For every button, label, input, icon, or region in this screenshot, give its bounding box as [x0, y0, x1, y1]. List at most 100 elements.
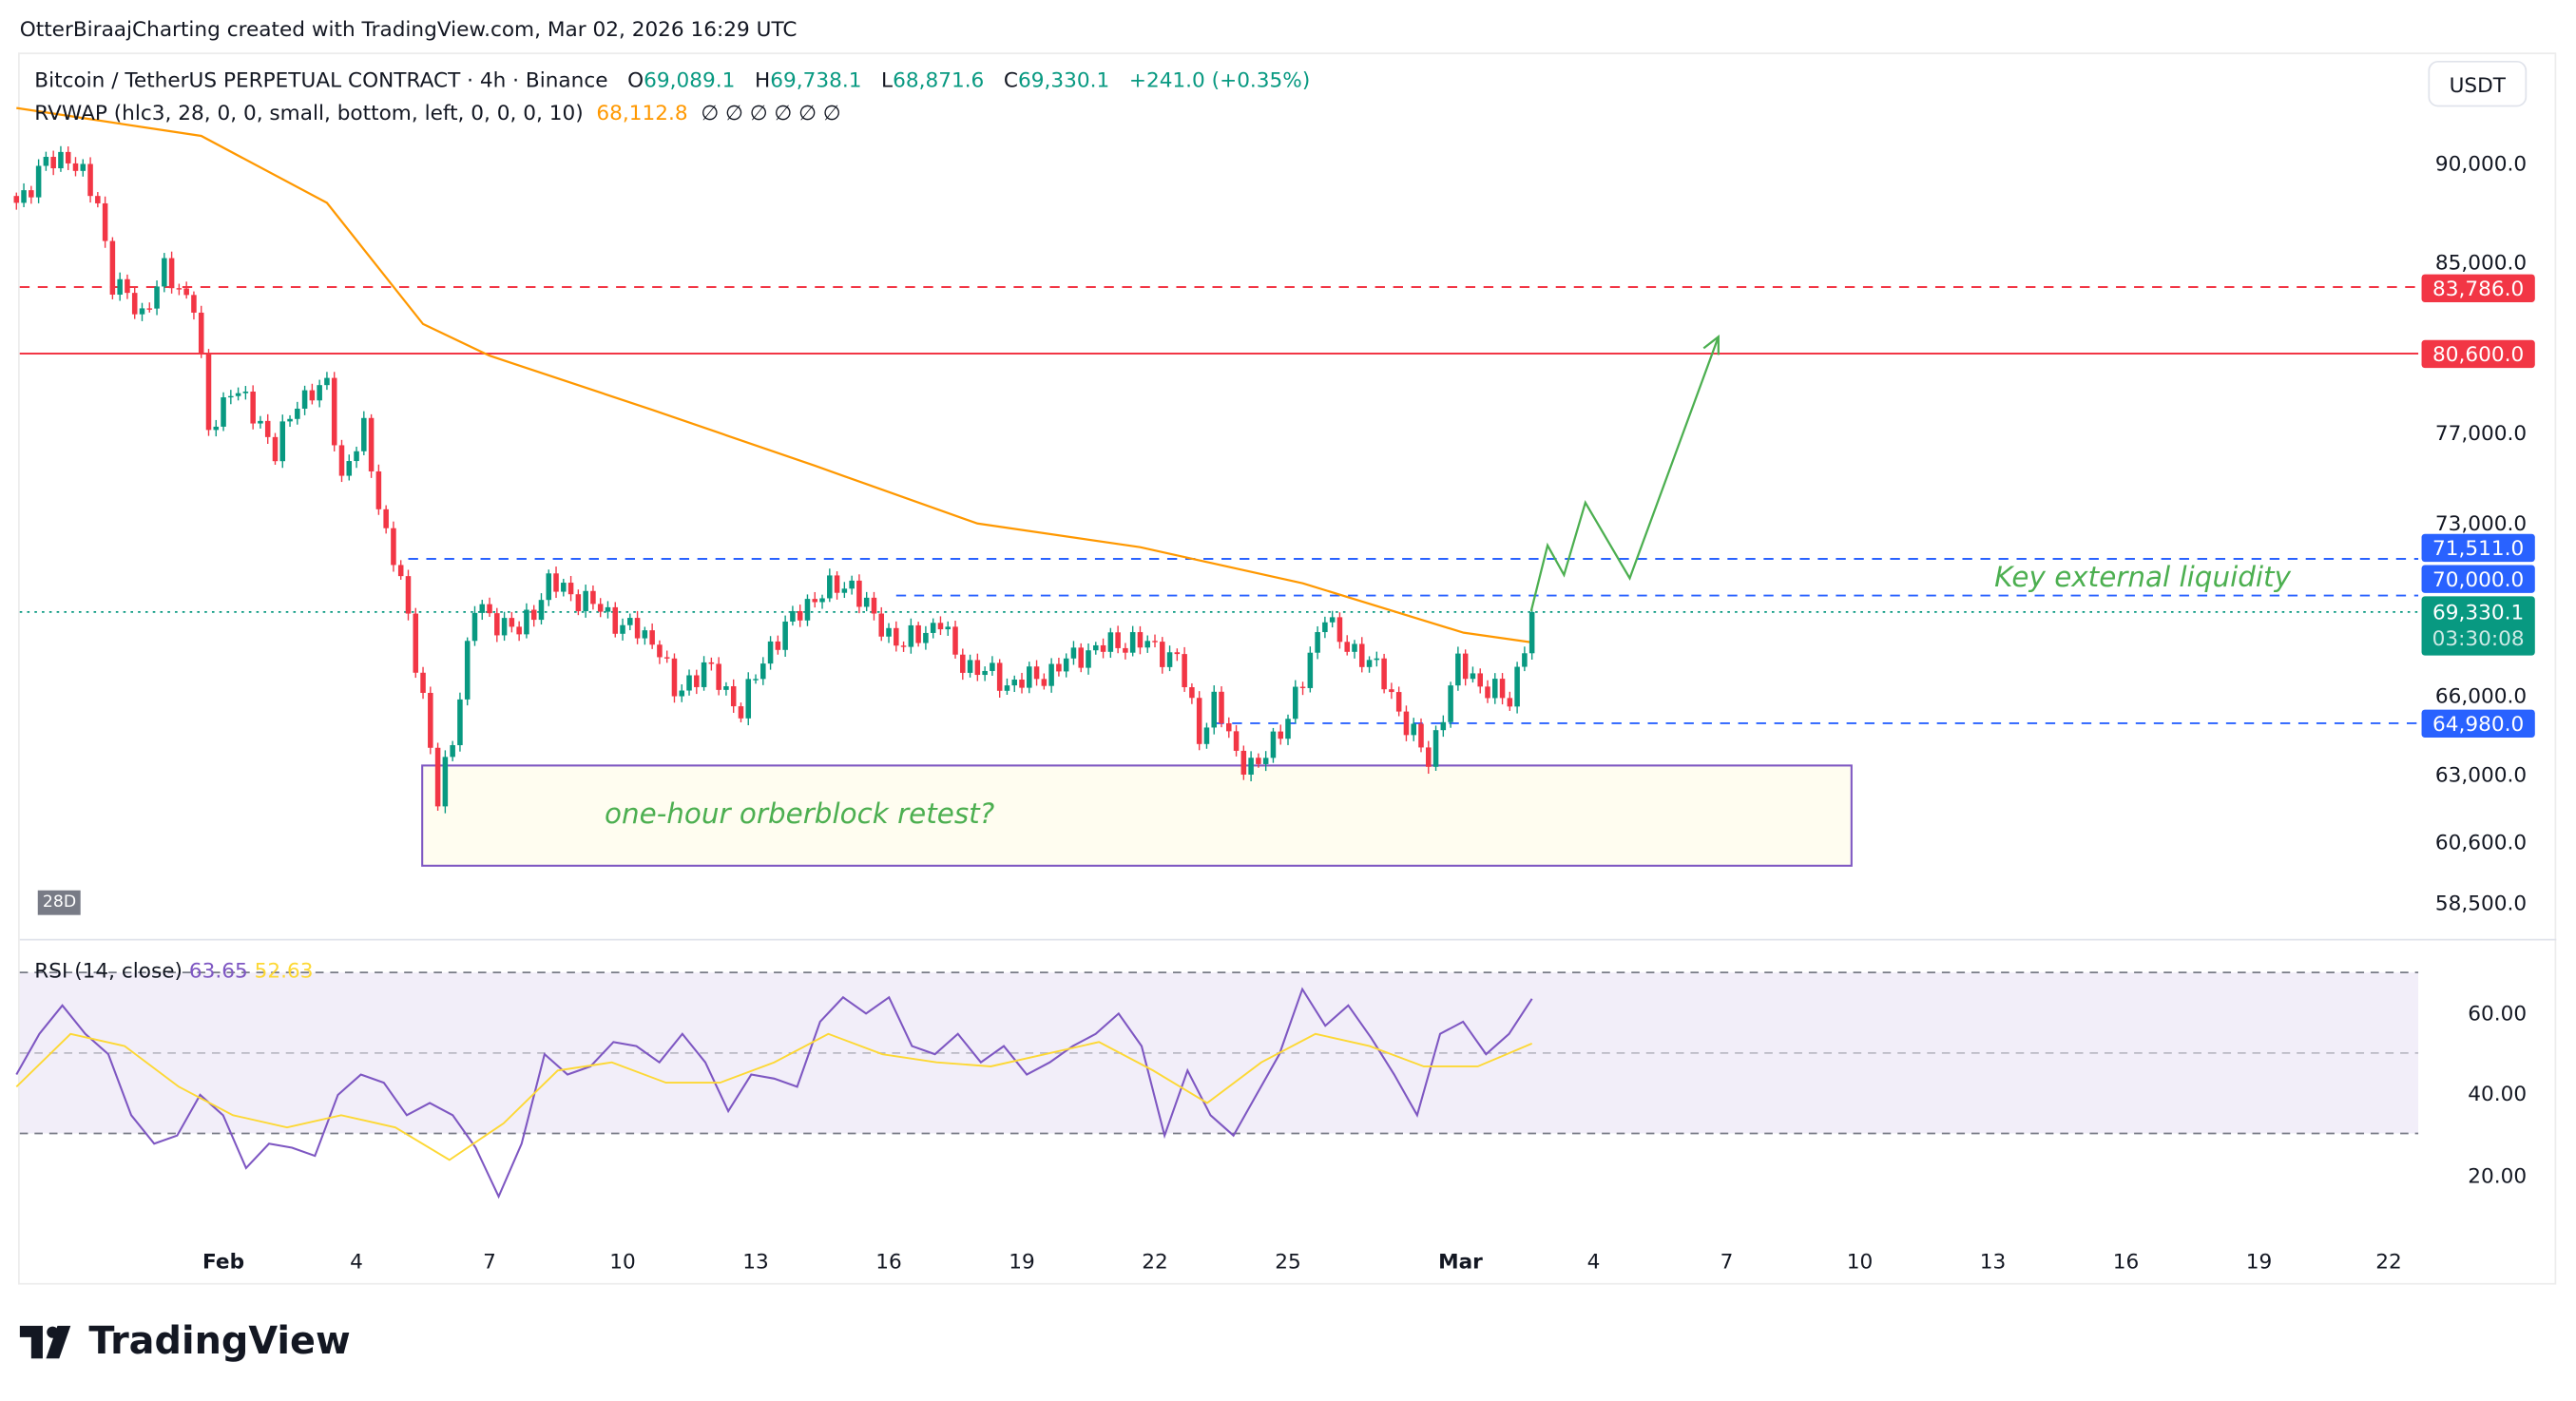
candle[interactable]	[1455, 646, 1461, 691]
candle[interactable]	[1048, 658, 1054, 693]
candle[interactable]	[168, 251, 175, 294]
candle[interactable]	[627, 613, 633, 631]
candle[interactable]	[1226, 717, 1232, 739]
candle[interactable]	[287, 414, 293, 428]
candle[interactable]	[87, 157, 93, 203]
candle[interactable]	[878, 606, 885, 642]
candle[interactable]	[65, 146, 71, 170]
candle[interactable]	[1152, 634, 1158, 648]
candle[interactable]	[671, 653, 678, 703]
candle[interactable]	[413, 607, 419, 679]
candle[interactable]	[834, 571, 840, 600]
candle[interactable]	[146, 302, 153, 313]
symbol-legend[interactable]: Bitcoin / TetherUS PERPETUAL CONTRACT · …	[34, 67, 1310, 92]
candle[interactable]	[368, 413, 375, 478]
candle[interactable]	[990, 656, 995, 676]
candle[interactable]	[242, 386, 249, 400]
candle[interactable]	[1262, 751, 1269, 772]
candle[interactable]	[1418, 718, 1424, 753]
candle[interactable]	[1403, 705, 1410, 741]
candle[interactable]	[1278, 724, 1283, 745]
candle[interactable]	[812, 591, 818, 608]
candle[interactable]	[930, 618, 936, 639]
candle[interactable]	[125, 274, 130, 299]
candle[interactable]	[1019, 672, 1025, 694]
candle[interactable]	[117, 272, 123, 301]
candle[interactable]	[1329, 610, 1336, 628]
candle[interactable]	[516, 621, 522, 642]
candle[interactable]	[649, 623, 655, 649]
candle[interactable]	[250, 385, 256, 430]
candle[interactable]	[21, 182, 27, 207]
candle[interactable]	[80, 159, 87, 177]
candle[interactable]	[450, 740, 455, 761]
candle[interactable]	[760, 657, 766, 685]
candle[interactable]	[471, 605, 478, 646]
candle[interactable]	[1352, 640, 1357, 659]
candle[interactable]	[154, 280, 160, 316]
candle[interactable]	[295, 401, 300, 425]
candle[interactable]	[561, 578, 567, 597]
candle[interactable]	[1123, 643, 1128, 660]
candle[interactable]	[1462, 649, 1469, 686]
candle[interactable]	[996, 659, 1003, 699]
candle[interactable]	[1344, 635, 1350, 656]
candle[interactable]	[620, 618, 625, 641]
candle[interactable]	[1078, 643, 1084, 673]
candle[interactable]	[235, 387, 241, 401]
candle[interactable]	[1470, 666, 1476, 683]
candle[interactable]	[309, 383, 316, 405]
candle[interactable]	[1440, 715, 1447, 738]
candle[interactable]	[575, 589, 582, 616]
candle[interactable]	[886, 623, 892, 643]
candle[interactable]	[1307, 646, 1314, 693]
candle[interactable]	[58, 145, 64, 172]
candle[interactable]	[1166, 645, 1173, 672]
candle[interactable]	[213, 419, 220, 437]
candle[interactable]	[1477, 668, 1483, 694]
candle[interactable]	[331, 372, 337, 451]
candle[interactable]	[1270, 727, 1277, 763]
candle[interactable]	[198, 305, 204, 358]
candle[interactable]	[1011, 675, 1018, 693]
candle[interactable]	[1086, 643, 1091, 675]
rsi-legend[interactable]: RSI (14, close) 63.65 52.63	[34, 958, 313, 983]
candle[interactable]	[383, 505, 389, 534]
candle[interactable]	[131, 286, 138, 319]
candle[interactable]	[1248, 751, 1254, 782]
candle[interactable]	[841, 582, 848, 599]
candle[interactable]	[1182, 646, 1187, 692]
candle[interactable]	[612, 602, 619, 638]
projection-path[interactable]	[1529, 336, 1720, 612]
candle[interactable]	[1285, 714, 1291, 745]
candle[interactable]	[13, 192, 20, 210]
candle[interactable]	[139, 302, 145, 321]
candle[interactable]	[937, 616, 944, 636]
candle[interactable]	[900, 641, 907, 652]
candle[interactable]	[428, 686, 433, 755]
candle[interactable]	[1233, 724, 1240, 757]
candle[interactable]	[679, 684, 685, 702]
candle[interactable]	[301, 385, 308, 415]
candle[interactable]	[1299, 681, 1306, 696]
candle[interactable]	[1366, 656, 1373, 673]
candle[interactable]	[790, 605, 796, 626]
candle[interactable]	[797, 605, 803, 627]
candle[interactable]	[1056, 658, 1062, 677]
candle[interactable]	[804, 594, 811, 626]
candle[interactable]	[1432, 725, 1439, 771]
candle[interactable]	[1411, 718, 1416, 741]
candle[interactable]	[686, 669, 692, 696]
candle[interactable]	[967, 654, 973, 678]
candle[interactable]	[109, 237, 116, 299]
candle[interactable]	[375, 464, 382, 515]
candle[interactable]	[279, 414, 286, 469]
candle[interactable]	[708, 657, 715, 671]
candle[interactable]	[530, 605, 537, 627]
candle[interactable]	[782, 615, 788, 658]
candle[interactable]	[524, 603, 529, 639]
candle[interactable]	[1492, 673, 1498, 704]
candle[interactable]	[590, 585, 596, 610]
candle[interactable]	[863, 591, 870, 612]
candle[interactable]	[487, 597, 492, 617]
